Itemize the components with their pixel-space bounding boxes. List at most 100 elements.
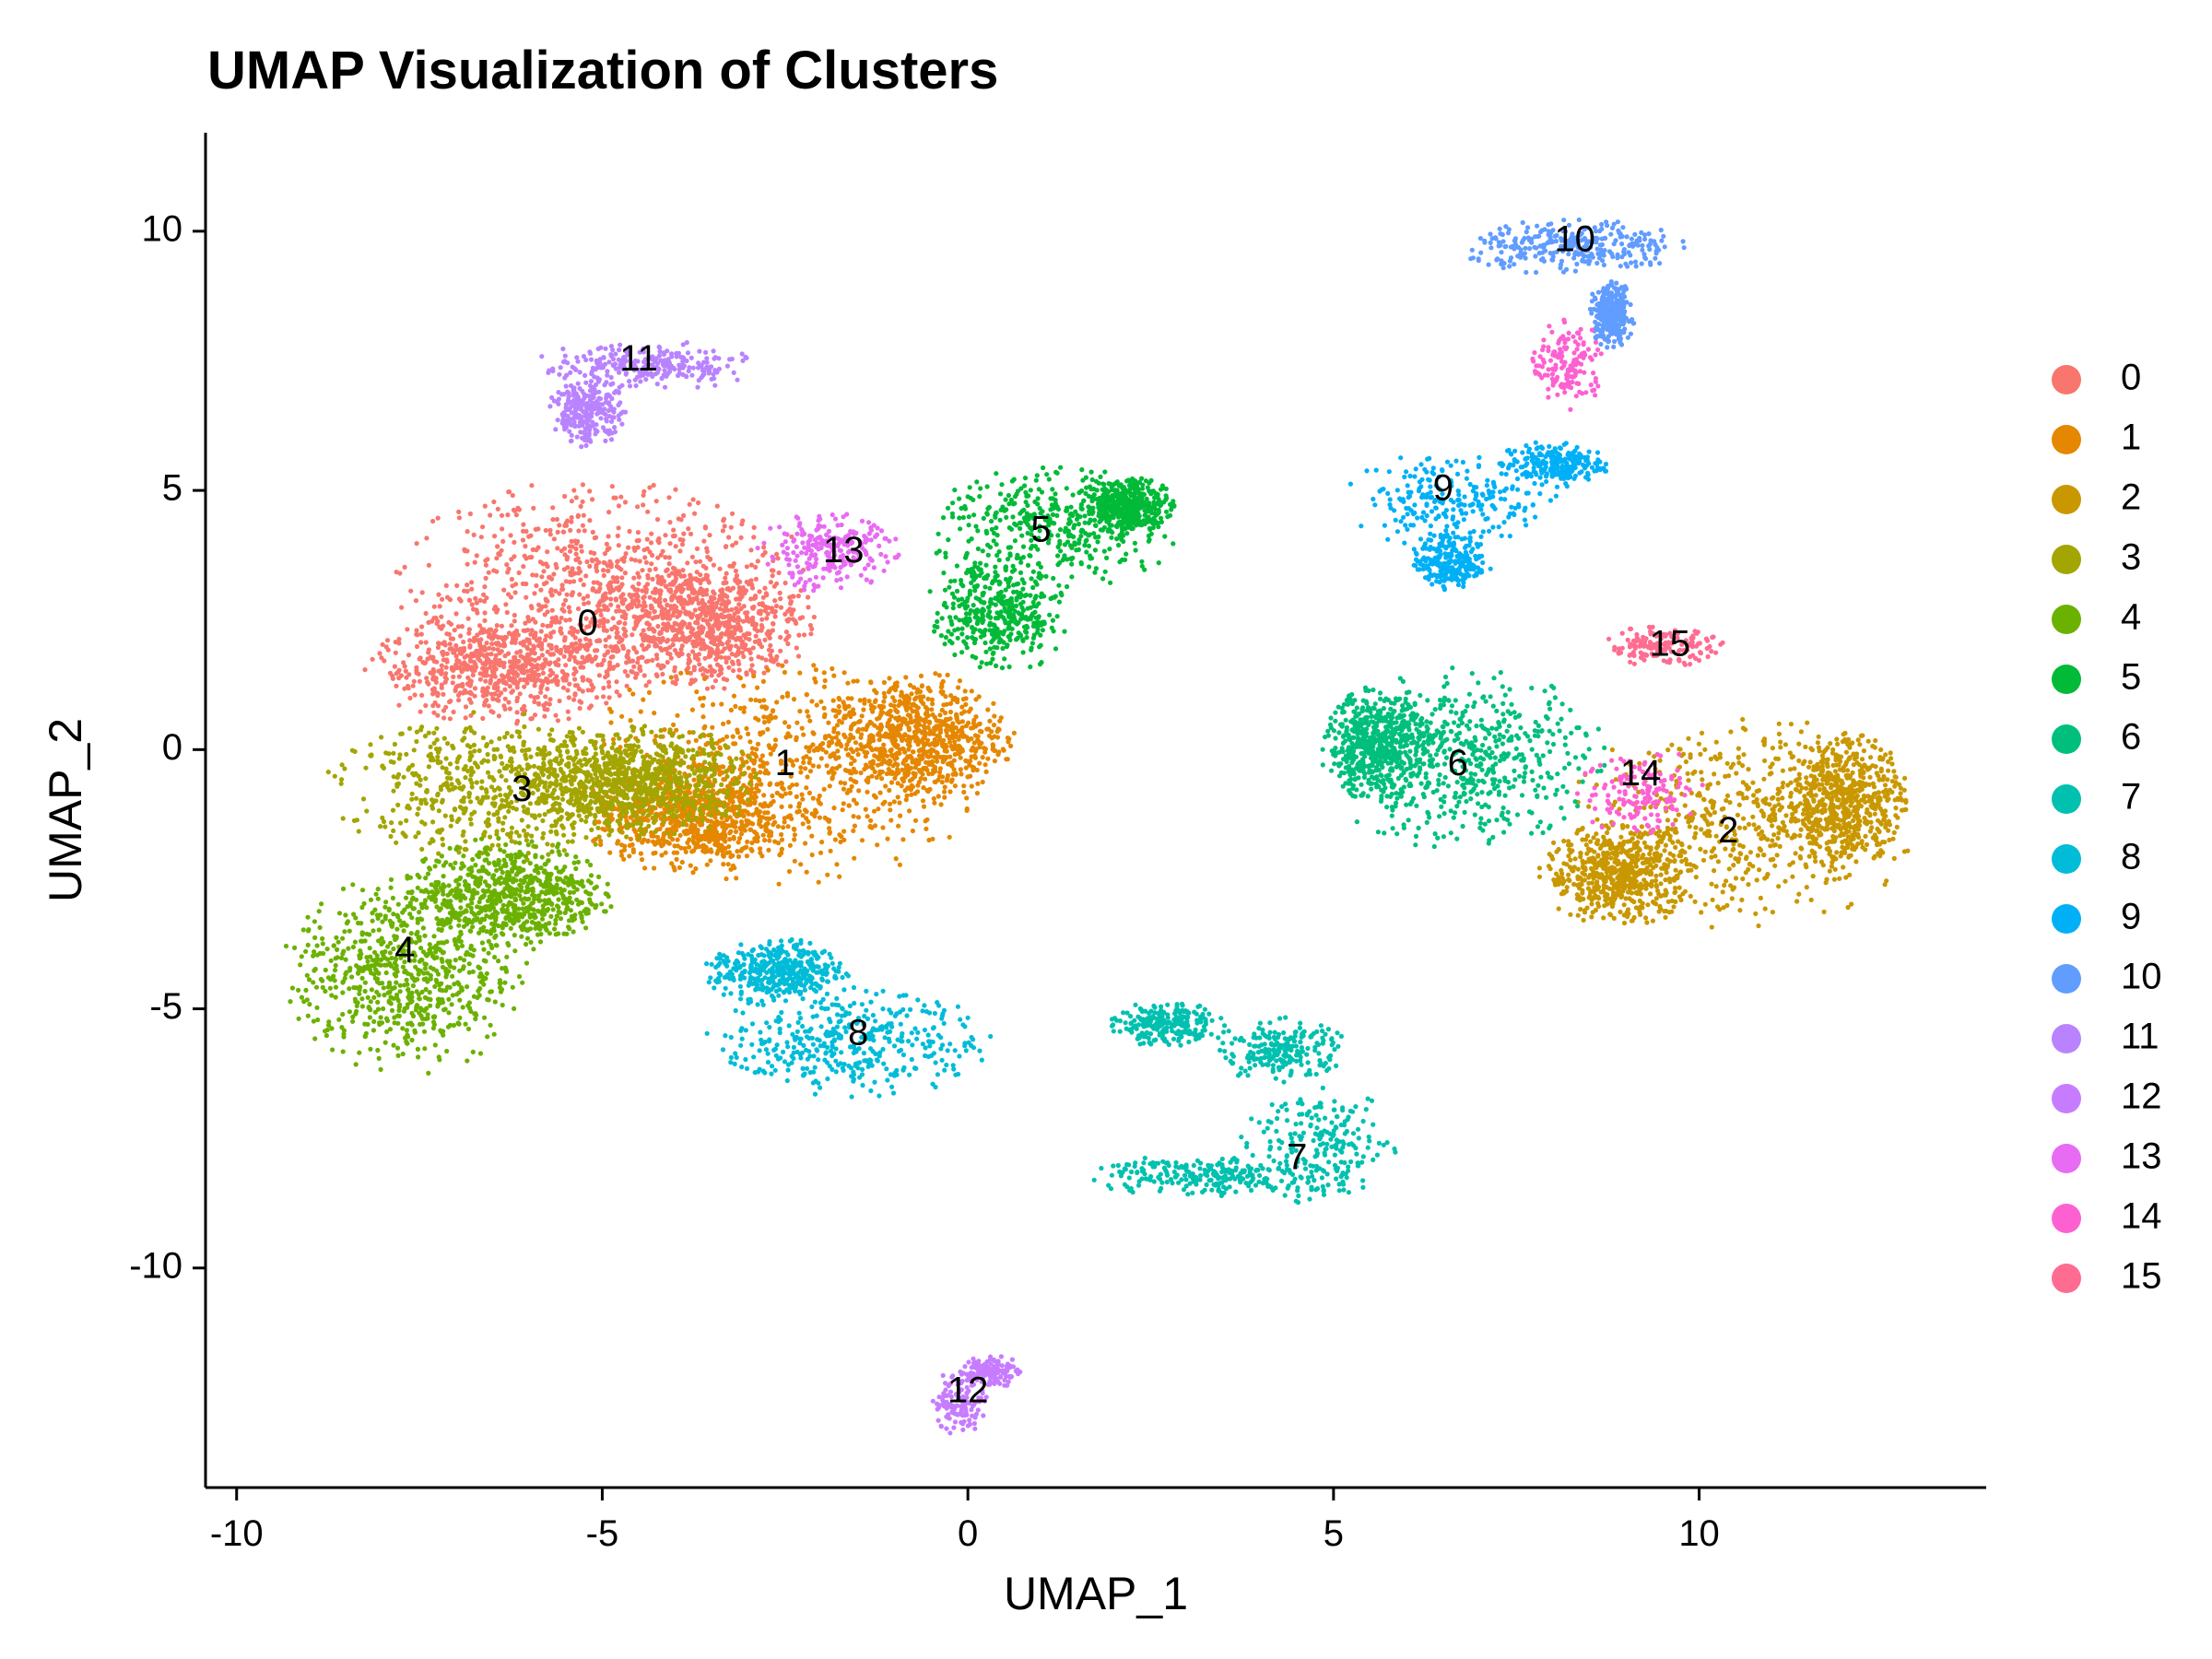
point [632,558,639,563]
point [454,665,460,671]
point [440,641,445,646]
point [804,692,809,698]
point [1760,852,1767,858]
point [1740,876,1746,882]
point [408,588,414,594]
point [738,831,745,837]
point [795,653,802,659]
point [626,545,631,550]
point [692,511,698,516]
point [482,584,488,590]
point [698,580,703,586]
point [641,502,646,508]
point [665,624,671,629]
point [826,733,832,738]
point [597,582,603,587]
point [823,749,830,755]
point [677,609,683,616]
point [743,635,748,641]
point [943,710,948,716]
point [606,510,612,515]
point [673,572,678,578]
point [650,657,655,664]
point [738,535,744,540]
point [700,617,706,623]
point [491,684,498,689]
point [569,514,574,521]
point [643,559,650,565]
point [484,641,489,646]
point [739,650,745,655]
point [877,737,882,743]
point [598,608,604,614]
point [622,620,628,627]
point [800,821,806,827]
point [899,783,904,789]
point [900,716,906,722]
point [630,849,637,855]
point [668,817,674,823]
point [536,636,543,641]
point [730,853,735,858]
point [1771,856,1776,863]
point [1784,832,1790,839]
point [565,518,571,524]
point [760,730,766,735]
point [514,672,521,677]
point [885,836,890,841]
point [674,727,679,733]
point [1609,747,1615,753]
point [1710,897,1715,902]
point [708,847,713,853]
point [772,614,778,619]
point [730,734,735,739]
point [737,676,744,681]
point [1775,756,1781,762]
point [934,724,939,729]
point [855,752,861,758]
point [1905,848,1911,853]
point [1665,825,1670,830]
point [696,591,701,596]
point [533,619,538,625]
point [448,636,453,641]
point [772,608,779,615]
point [724,734,730,739]
point [740,639,746,645]
point [712,837,718,843]
point [1790,860,1795,865]
point [1741,816,1747,821]
point [763,826,769,831]
point [536,607,542,613]
point [696,656,701,663]
point [998,715,1004,721]
point [577,705,582,712]
point [784,618,790,623]
point [666,616,673,621]
point [677,594,684,600]
point [1781,780,1786,786]
point [423,610,429,617]
point [672,867,677,873]
point [528,604,535,609]
point [760,804,767,809]
point [837,718,842,724]
point [910,776,915,782]
point [802,632,807,638]
point [560,602,567,607]
point [959,771,964,777]
point [775,841,782,846]
point [961,783,967,789]
point [677,865,683,871]
point [804,785,809,791]
point [735,617,742,623]
point [455,683,461,688]
point [532,683,537,688]
point [429,655,435,661]
point [629,668,634,675]
point [864,762,869,768]
point [480,686,486,691]
point [435,644,441,651]
point [851,828,856,834]
point [582,528,587,534]
